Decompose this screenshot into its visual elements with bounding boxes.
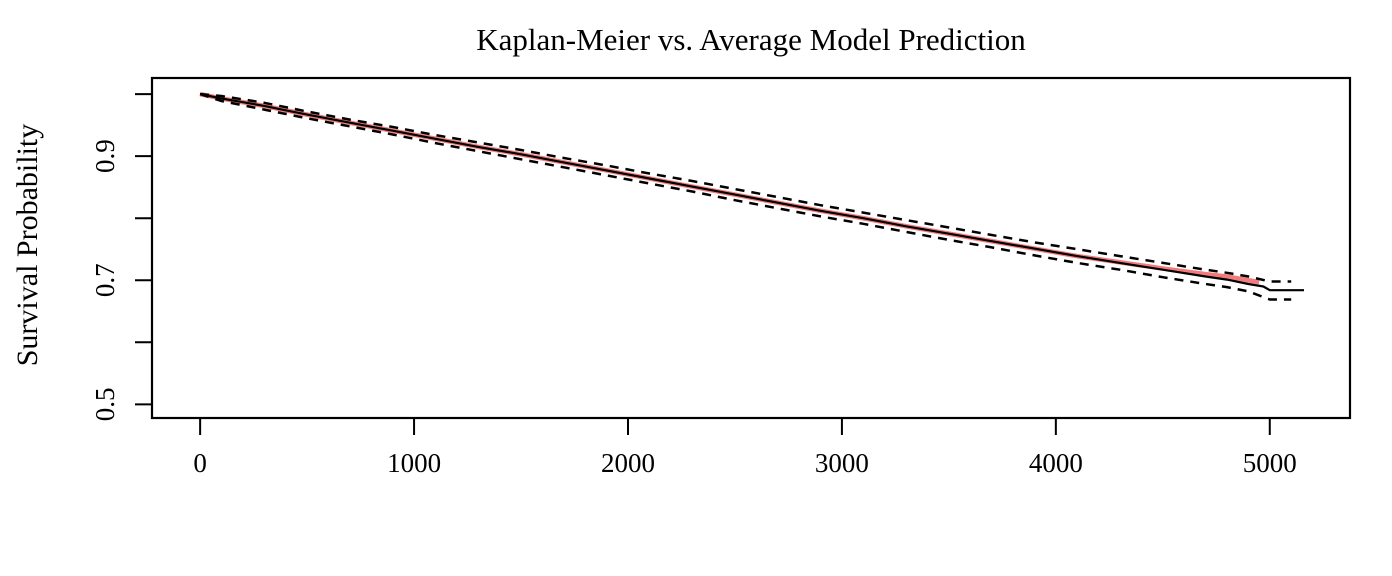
- x-axis-tick-label: 1000: [387, 448, 441, 478]
- x-axis-tick-label: 4000: [1029, 448, 1083, 478]
- x-axis-tick-label: 2000: [601, 448, 655, 478]
- y-axis-tick-label: 0.5: [90, 387, 120, 421]
- y-axis-tick-label: 0.9: [90, 139, 120, 173]
- plot-frame: [150, 76, 1352, 420]
- kaplan-meier-estimate-line: [199, 93, 1304, 292]
- x-axis-tick-label: 0: [193, 448, 207, 478]
- chart-title: Kaplan-Meier vs. Average Model Predictio…: [476, 22, 1026, 57]
- confidence-interval-upper-line: [199, 92, 1292, 283]
- y-axis-tick-label: 0.7: [90, 263, 120, 297]
- x-axis-tick-label: 3000: [815, 448, 869, 478]
- y-axis-label: Survival Probability: [11, 123, 44, 367]
- x-axis-tick-label: 5000: [1243, 448, 1297, 478]
- confidence-interval-lower-line: [199, 92, 1292, 301]
